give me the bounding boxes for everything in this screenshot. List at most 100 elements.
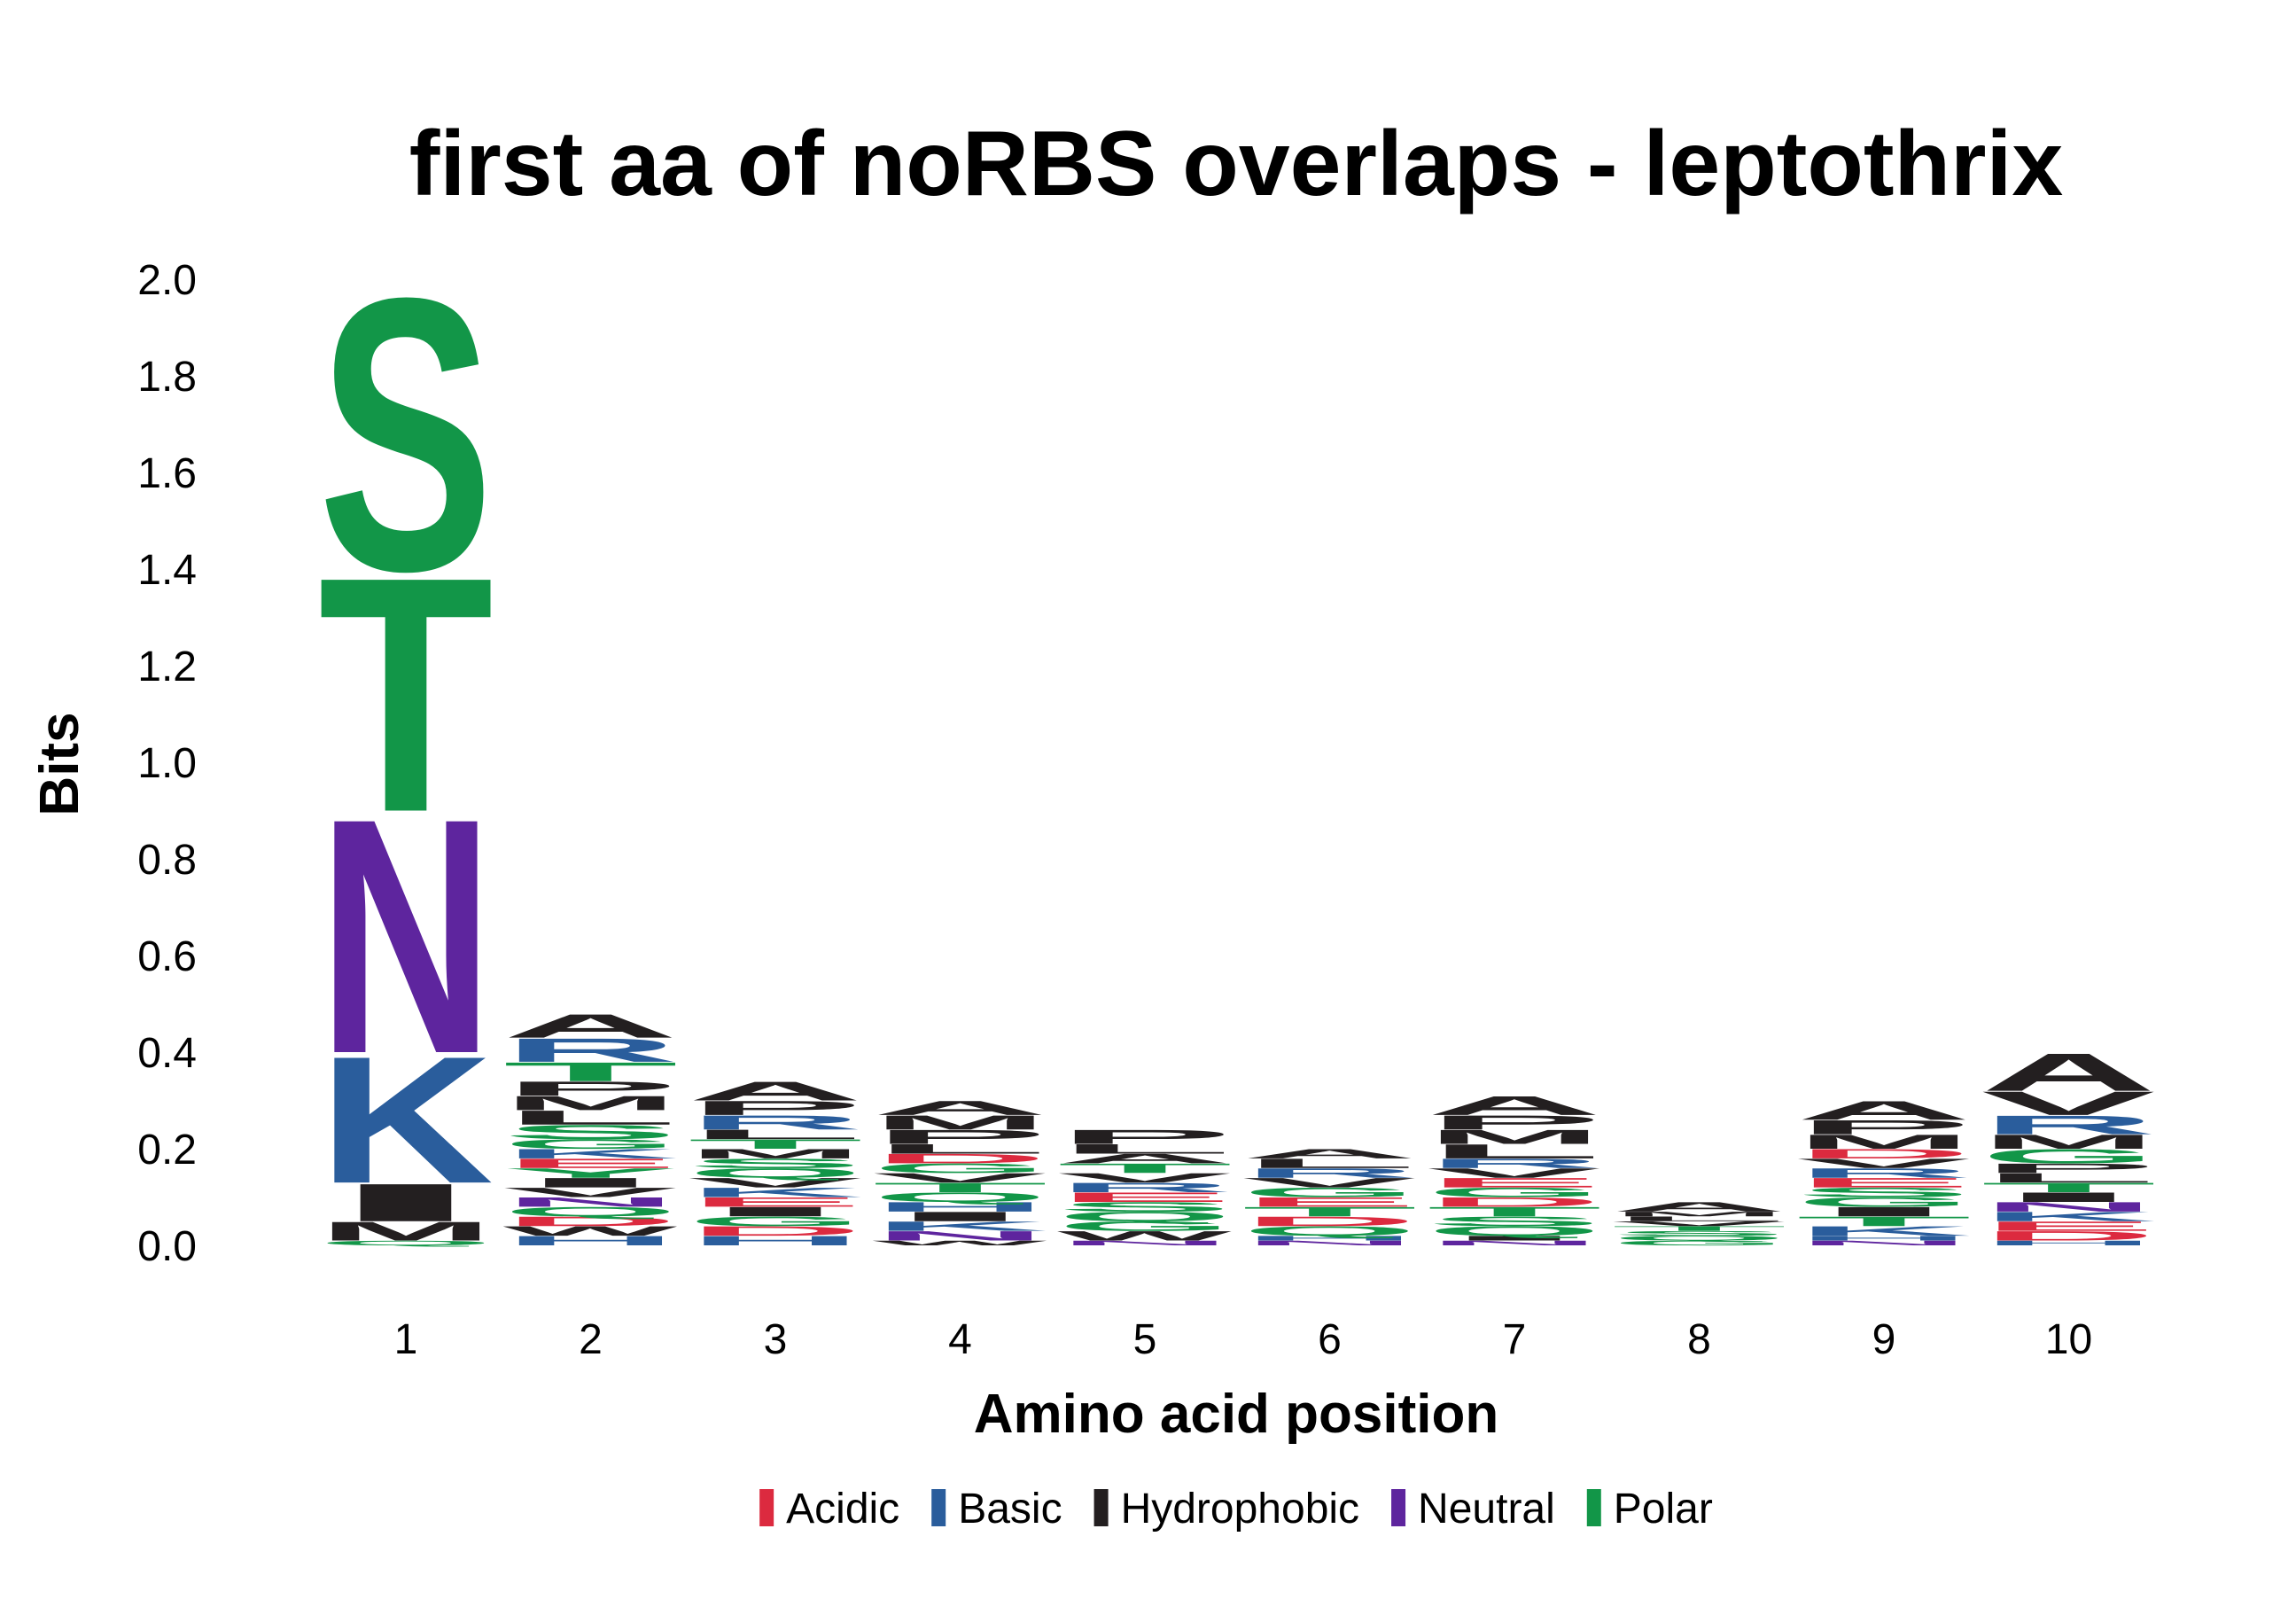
logo-letter-q: Q — [1057, 1209, 1233, 1224]
legend-swatch-hydrophobic — [1094, 1489, 1109, 1526]
logo-letter-m: M — [688, 1146, 863, 1161]
logo-letter-d: D — [873, 1151, 1048, 1166]
logo-letter-g: G — [1796, 1195, 1972, 1210]
y-tick-label: 1.4 — [137, 547, 197, 594]
logo-letter-q: Q — [1612, 1235, 1787, 1242]
legend-swatch-acidic — [759, 1489, 774, 1526]
logo-letter-e: E — [503, 1156, 679, 1171]
logo-letter-h: H — [688, 1233, 863, 1248]
logo-letter-d: D — [503, 1214, 679, 1229]
logo-letter-v: V — [1981, 1085, 2156, 1122]
logo-letter-m: M — [1981, 1130, 2157, 1152]
logo-letter-p: P — [1796, 1116, 1972, 1138]
logo-letter-q: Q — [873, 1190, 1048, 1205]
logo-letter-p: P — [873, 1126, 1048, 1148]
logo-letter-r: R — [1796, 1166, 1972, 1181]
logo-letter-q: Q — [688, 1166, 863, 1181]
logo-letter-l: L — [1981, 1170, 2157, 1185]
logo-letter-n: N — [1796, 1239, 1972, 1246]
logo-letter-r: R — [688, 1112, 863, 1134]
logo-letter-e: E — [1057, 1190, 1233, 1205]
logo-letter-p: P — [688, 1096, 863, 1119]
logo-letter-g: G — [1612, 1239, 1787, 1246]
logo-letter-m: M — [1427, 1126, 1602, 1148]
logo-letter-q: Q — [318, 1239, 494, 1246]
logo-letter-t: T — [1242, 1205, 1418, 1220]
logo-letter-l: L — [1427, 1140, 1602, 1162]
legend-swatch-basic — [931, 1489, 946, 1526]
logo-letter-p: P — [503, 1077, 679, 1099]
logo-letter-m: M — [503, 1092, 679, 1114]
legend-label: Basic — [958, 1486, 1062, 1533]
legend-swatch-polar — [1586, 1489, 1601, 1526]
logo-letter-r: R — [503, 1032, 679, 1069]
legend-label: Polar — [1614, 1486, 1713, 1533]
chart-title: first aa of noRBS overlaps - leptothrix — [409, 113, 2064, 215]
logo-letter-v: V — [503, 1185, 678, 1200]
logo-letter-i: I — [318, 1173, 494, 1233]
logo-letter-n: N — [1057, 1239, 1233, 1246]
logo-letter-l: L — [1057, 1142, 1233, 1157]
y-tick-label: 1.2 — [137, 644, 197, 690]
logo-letter-a: A — [688, 1076, 863, 1106]
logo-stacks: QMIKNTSHWDQNVIYEKGSLMPTRAHDGIEKVQSMTLRPA… — [318, 218, 2157, 1248]
logo-letter-h: H — [1796, 1235, 1972, 1242]
logo-letter-i: I — [503, 1175, 679, 1190]
legend-label: Hydrophobic — [1121, 1486, 1359, 1533]
logo-letter-s: S — [1427, 1214, 1602, 1229]
x-axis-title: Amino acid position — [974, 1384, 1498, 1445]
logo-letter-v: V — [1242, 1175, 1417, 1190]
logo-letter-p: P — [1981, 1161, 2157, 1176]
legend-label: Acidic — [786, 1486, 899, 1533]
logo-letter-k: K — [1796, 1223, 1972, 1238]
y-tick-label: 1.6 — [137, 450, 197, 497]
legend-swatch-neutral — [1391, 1489, 1406, 1526]
logo-letter-r: R — [1981, 1110, 2157, 1140]
logo-letter-v: V — [1796, 1156, 1971, 1171]
logo-letter-g: G — [688, 1214, 863, 1229]
logo-letter-t: T — [503, 1057, 679, 1087]
logo-letter-k: K — [688, 1185, 863, 1200]
logo-letter-t: T — [1981, 1180, 2157, 1195]
logo-letter-a: A — [1242, 1146, 1418, 1161]
y-axis-title: Bits — [29, 712, 90, 815]
logo-letter-i: I — [688, 1205, 863, 1220]
logo-letter-h: H — [1242, 1235, 1418, 1242]
logo-letter-s: S — [688, 1156, 863, 1171]
logo-letter-y: Y — [503, 1166, 679, 1181]
logo-letter-w: W — [873, 1239, 1048, 1246]
logo-letter-t: T — [1427, 1205, 1602, 1220]
logo-letter-a: A — [873, 1096, 1048, 1119]
x-tick-label: 7 — [1503, 1316, 1527, 1363]
x-tick-label: 1 — [394, 1316, 418, 1363]
logo-letter-v: V — [1057, 1171, 1232, 1186]
y-tick-label: 0.4 — [137, 1030, 197, 1077]
logo-letter-m: M — [1612, 1210, 1787, 1217]
logo-letter-m: M — [318, 1216, 494, 1246]
logo-letter-l: L — [1242, 1156, 1418, 1171]
logo-letter-p: P — [1057, 1126, 1233, 1148]
logo-letter-m: M — [873, 1112, 1048, 1134]
logo-letter-a: A — [503, 1008, 679, 1045]
logo-letter-s: S — [503, 1120, 679, 1143]
y-tick-label: 0.8 — [137, 837, 197, 884]
logo-letter-q: Q — [503, 1205, 679, 1220]
y-axis-ticks: 0.0 0.2 0.4 0.6 0.8 1.0 1.2 1.4 1.6 1.8 2.0 — [137, 257, 197, 1270]
logo-letter-s: S — [1612, 1229, 1787, 1236]
logo-letter-d: D — [1427, 1195, 1602, 1210]
logo-letter-l: L — [688, 1127, 863, 1142]
logo-letter-d: D — [1981, 1228, 2157, 1244]
logo-letter-e: E — [1796, 1175, 1972, 1190]
logo-letter-v: V — [688, 1175, 862, 1190]
logo-letter-t: T — [1612, 1225, 1787, 1232]
logo-letter-h: H — [1981, 1239, 2157, 1246]
logo-letter-i: I — [1427, 1235, 1602, 1242]
logo-letter-t: T — [688, 1136, 863, 1151]
logo-letter-k: K — [503, 1146, 679, 1161]
logo-letter-v: V — [873, 1171, 1047, 1186]
logo-letter-d: D — [688, 1223, 863, 1238]
x-tick-label: 2 — [579, 1316, 603, 1363]
logo-letter-i: I — [873, 1209, 1048, 1224]
logo-letter-g: G — [1242, 1185, 1418, 1200]
logo-letter-t: T — [1057, 1161, 1233, 1176]
